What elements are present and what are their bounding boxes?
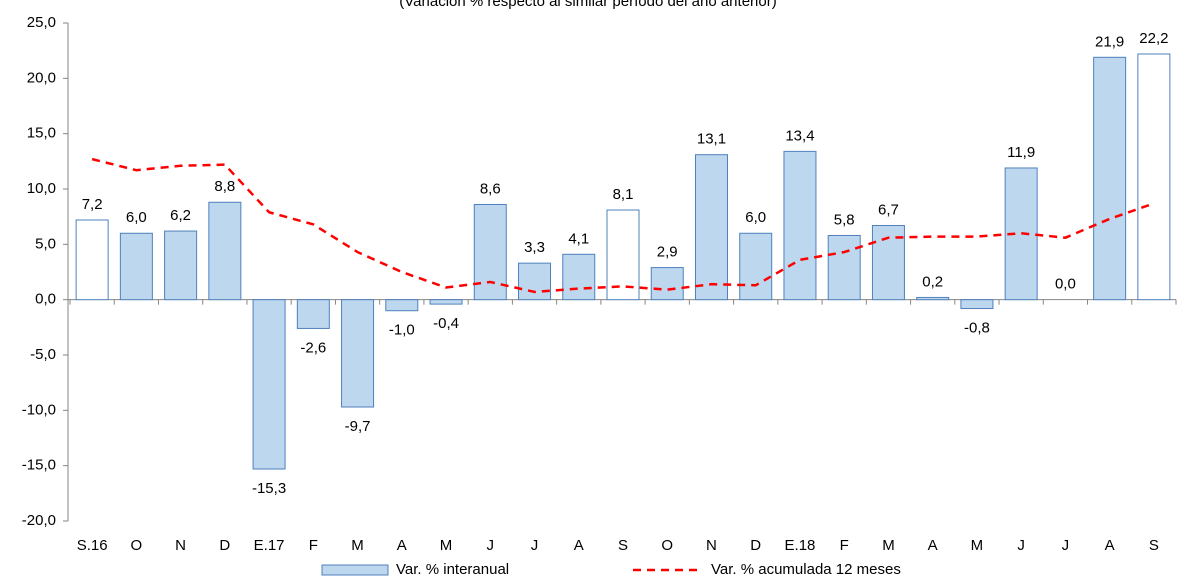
x-tick-label: J bbox=[1017, 537, 1025, 554]
value-label: 8,1 bbox=[613, 186, 634, 203]
x-tick-label: M bbox=[351, 537, 364, 554]
bar bbox=[606, 209, 640, 301]
x-tick-label: N bbox=[706, 537, 717, 554]
value-label: 21,9 bbox=[1095, 33, 1124, 50]
x-tick-label: J bbox=[1062, 537, 1070, 554]
x-tick-label: A bbox=[574, 537, 584, 554]
value-label: 22,2 bbox=[1139, 30, 1168, 47]
value-label: -15,3 bbox=[252, 480, 286, 497]
value-label: -0,8 bbox=[964, 319, 990, 336]
value-label: 0,0 bbox=[1055, 276, 1076, 293]
legend-label: Var. % interanual bbox=[396, 561, 509, 578]
bar bbox=[208, 201, 242, 301]
bar bbox=[119, 232, 153, 301]
value-label: -0,4 bbox=[433, 315, 459, 332]
legend-label: Var. % acumulada 12 meses bbox=[711, 561, 901, 578]
y-tick-label: 15,0 bbox=[27, 125, 56, 142]
x-tick-label: S bbox=[618, 537, 628, 554]
x-tick-label: A bbox=[397, 537, 407, 554]
x-tick-label: M bbox=[882, 537, 895, 554]
bar bbox=[827, 234, 861, 301]
y-tick-label: -10,0 bbox=[22, 401, 56, 418]
bar bbox=[385, 299, 419, 312]
value-label: 8,6 bbox=[480, 180, 501, 197]
value-label: 13,1 bbox=[697, 131, 726, 148]
x-tick-label: A bbox=[928, 537, 938, 554]
x-tick-label: A bbox=[1105, 537, 1115, 554]
value-label: 6,7 bbox=[878, 201, 899, 218]
value-label: -9,7 bbox=[345, 418, 371, 435]
bar bbox=[739, 232, 773, 301]
x-tick-label: O bbox=[131, 537, 143, 554]
value-label: 6,0 bbox=[126, 209, 147, 226]
y-tick-label: 25,0 bbox=[27, 14, 56, 31]
y-tick-label: 20,0 bbox=[27, 69, 56, 86]
y-tick-label: 10,0 bbox=[27, 180, 56, 197]
value-label: 8,8 bbox=[214, 178, 235, 195]
x-tick-label: J bbox=[531, 537, 539, 554]
value-label: 2,9 bbox=[657, 244, 678, 261]
y-tick-label: -20,0 bbox=[22, 512, 56, 529]
x-tick-label: J bbox=[487, 537, 495, 554]
bar bbox=[916, 296, 950, 301]
y-tick-label: -15,0 bbox=[22, 457, 56, 474]
bar bbox=[341, 299, 375, 408]
bar bbox=[1137, 53, 1171, 301]
bar bbox=[252, 299, 286, 470]
x-tick-label: N bbox=[175, 537, 186, 554]
bar bbox=[429, 299, 463, 305]
x-tick-label: S.16 bbox=[77, 537, 108, 554]
value-label: 13,4 bbox=[785, 127, 814, 144]
x-tick-label: E.18 bbox=[785, 537, 816, 554]
value-label: 3,3 bbox=[524, 239, 545, 256]
bar bbox=[960, 299, 994, 310]
value-label: 4,1 bbox=[568, 230, 589, 247]
bar bbox=[518, 262, 552, 301]
bar bbox=[562, 253, 596, 301]
x-tick-label: F bbox=[309, 537, 318, 554]
x-tick-label: D bbox=[750, 537, 761, 554]
value-label: 0,2 bbox=[922, 273, 943, 290]
value-label: -1,0 bbox=[389, 322, 415, 339]
x-tick-label: S bbox=[1149, 537, 1159, 554]
bar bbox=[650, 267, 684, 301]
value-label: -2,6 bbox=[300, 339, 326, 356]
x-tick-label: D bbox=[219, 537, 230, 554]
line bbox=[91, 157, 1155, 294]
bar bbox=[296, 299, 330, 329]
y-tick-label: 0,0 bbox=[35, 291, 56, 308]
value-label: 6,0 bbox=[745, 209, 766, 226]
bar bbox=[694, 154, 728, 301]
bar bbox=[75, 219, 109, 301]
value-label: 11,9 bbox=[1007, 144, 1035, 161]
legend-swatch bbox=[321, 564, 389, 576]
value-label: 7,2 bbox=[82, 196, 103, 213]
x-tick-label: F bbox=[840, 537, 849, 554]
bar bbox=[164, 230, 198, 301]
chart-subtitle: (Variación % respecto al similar período… bbox=[399, 0, 776, 10]
bar bbox=[783, 150, 817, 301]
x-tick-label: O bbox=[661, 537, 673, 554]
y-tick-label: -5,0 bbox=[30, 346, 56, 363]
x-tick-label: M bbox=[440, 537, 453, 554]
x-tick-label: E.17 bbox=[254, 537, 285, 554]
value-label: 5,8 bbox=[834, 211, 855, 228]
value-label: 6,2 bbox=[170, 207, 191, 224]
x-tick-label: M bbox=[971, 537, 984, 554]
bar bbox=[1093, 56, 1127, 301]
y-tick-label: 5,0 bbox=[35, 235, 56, 252]
